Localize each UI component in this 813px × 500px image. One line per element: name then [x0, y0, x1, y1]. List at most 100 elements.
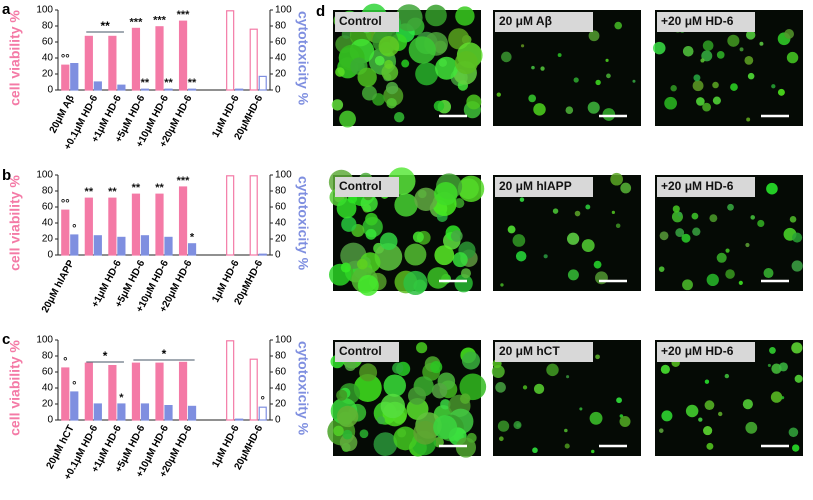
- y-tick-label: 40: [42, 383, 54, 394]
- y2-axis-title: cytotoxicity %: [295, 11, 311, 106]
- y2-tick-label: 100: [275, 335, 292, 346]
- bar: [84, 35, 93, 91]
- bar: [117, 84, 126, 91]
- cell: [360, 194, 378, 213]
- y-tick-label: 0: [47, 250, 53, 261]
- cell: [359, 429, 369, 439]
- bar: [70, 62, 79, 91]
- cell: [681, 233, 691, 243]
- micrograph-label: 20 μM hIAPP: [499, 179, 572, 193]
- bar: [187, 243, 197, 256]
- significance: **: [132, 182, 141, 194]
- cell: [339, 110, 356, 128]
- bar: [155, 362, 164, 421]
- cell: [336, 405, 359, 428]
- cell: [791, 342, 803, 354]
- cell: [413, 420, 438, 445]
- significance: ***: [130, 16, 144, 28]
- bar: [235, 88, 244, 91]
- cell: [591, 449, 595, 454]
- cell: [742, 399, 753, 410]
- cell: [353, 374, 382, 402]
- bar: [187, 405, 197, 421]
- significance: **: [155, 182, 164, 194]
- cell: [377, 416, 386, 425]
- cell: [573, 77, 579, 83]
- cell: [670, 85, 677, 92]
- y2-tick-label: 100: [275, 5, 292, 16]
- cell: [660, 364, 670, 374]
- cell: [344, 359, 357, 372]
- bar: [178, 361, 188, 421]
- cell: [459, 393, 471, 404]
- significance: °: [261, 395, 265, 407]
- micrograph-label: +20 μM HD-6: [661, 344, 734, 358]
- cell: [500, 283, 504, 287]
- cell: [374, 243, 403, 271]
- cell: [794, 374, 803, 383]
- cell: [712, 96, 721, 105]
- y2-tick-label: 20: [275, 399, 287, 410]
- significance: **: [164, 77, 173, 89]
- micrograph-label: +20 μM HD-6: [661, 179, 734, 193]
- panel-label: a: [2, 1, 11, 18]
- micrograph-label: 20 μM hCT: [499, 344, 560, 358]
- bar: [140, 403, 150, 421]
- cell: [712, 81, 719, 89]
- y2-tick-label: 60: [275, 202, 287, 213]
- bar: [70, 234, 79, 256]
- y-tick-label: 60: [42, 37, 54, 48]
- y-tick-label: 40: [42, 53, 54, 64]
- y2-tick-label: 20: [275, 234, 287, 245]
- cell: [365, 212, 378, 226]
- y-tick-label: 80: [42, 186, 54, 197]
- cell: [716, 51, 725, 59]
- y-tick-label: 0: [47, 415, 53, 426]
- bar: [258, 75, 267, 91]
- cell: [595, 354, 600, 360]
- cell: [784, 29, 794, 39]
- cell: [531, 65, 535, 70]
- bar: [155, 26, 164, 91]
- cell: [704, 400, 715, 411]
- cell: [460, 268, 471, 279]
- y2-tick-label: 0: [275, 250, 281, 261]
- cell: [746, 117, 751, 122]
- y-axis-title: cell viability %: [7, 340, 23, 436]
- significance: °: [72, 223, 76, 235]
- significance: °: [63, 356, 67, 368]
- cell: [412, 231, 424, 243]
- micrograph-label: 20 μM Aβ: [499, 14, 552, 28]
- cell: [466, 432, 477, 443]
- cell: [512, 234, 526, 247]
- cell: [769, 347, 776, 354]
- y-tick-label: 20: [42, 399, 54, 410]
- cell: [771, 84, 776, 89]
- cell: [425, 4, 447, 27]
- bar: [249, 358, 258, 421]
- cell: [533, 383, 545, 394]
- y2-tick-label: 80: [275, 351, 287, 362]
- y-tick-label: 60: [42, 367, 54, 378]
- cell: [659, 231, 669, 241]
- cell: [632, 79, 636, 83]
- label-box: [335, 12, 399, 32]
- cell: [778, 362, 788, 372]
- cell: [727, 203, 734, 211]
- cell: [380, 393, 405, 419]
- cell: [564, 428, 568, 433]
- cell: [682, 45, 694, 57]
- cell: [619, 415, 631, 427]
- cell: [357, 67, 377, 88]
- cell: [565, 106, 574, 114]
- cell: [357, 274, 379, 296]
- cell: [767, 363, 771, 367]
- cell: [533, 103, 546, 116]
- cell: [404, 243, 427, 266]
- significance: °°: [61, 53, 70, 65]
- cell: [658, 266, 665, 272]
- bracket-label: *: [103, 349, 108, 363]
- cell: [394, 193, 418, 217]
- cell: [658, 428, 664, 433]
- cell: [374, 55, 385, 66]
